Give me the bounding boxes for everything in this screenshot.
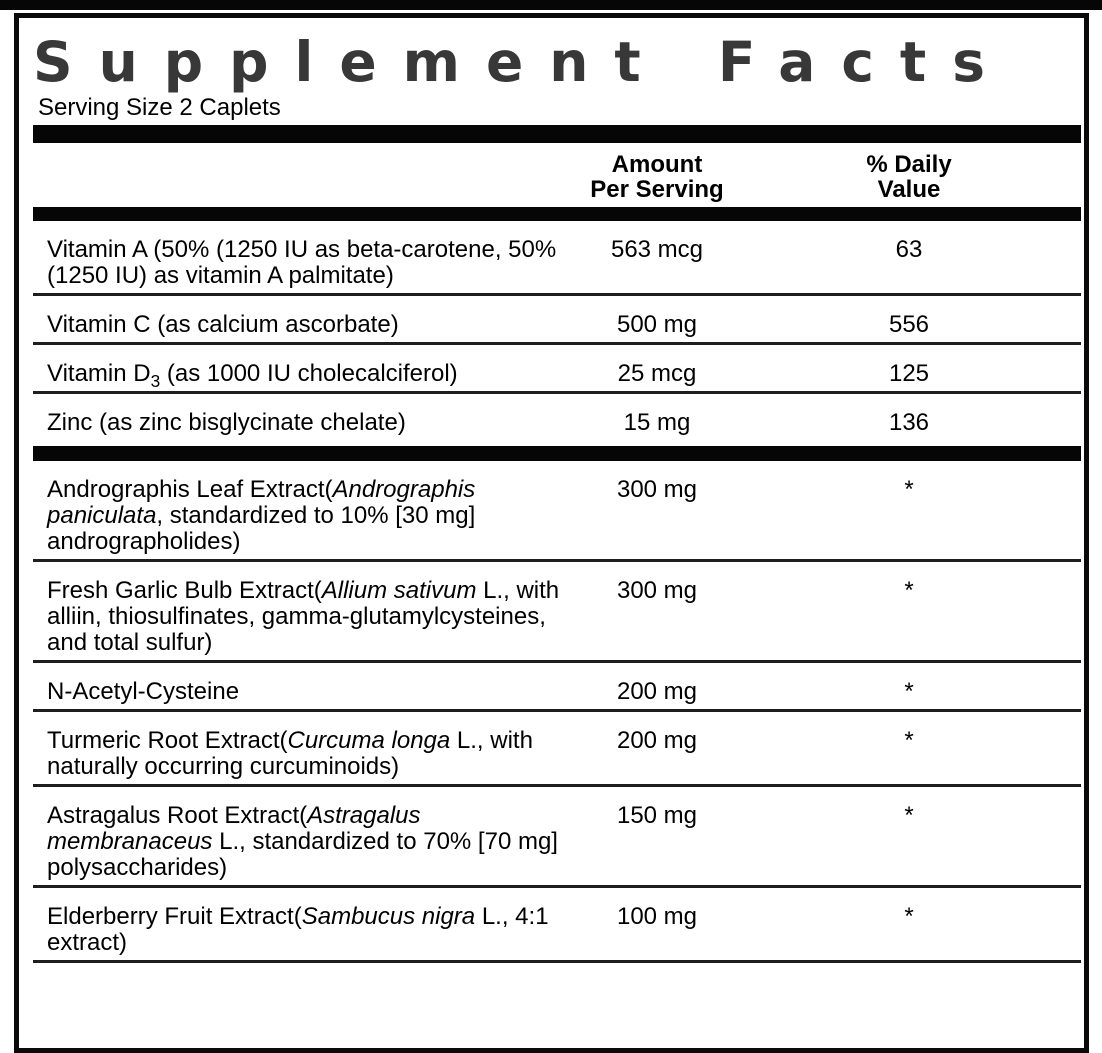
ingredient-amount: 500 mg: [616, 311, 698, 338]
ingredient-daily-value: 556: [888, 311, 930, 338]
ingredient-amount: 200 mg: [616, 678, 698, 705]
serving-size-text: Serving Size 2 Caplets: [38, 94, 281, 121]
table-row: Astragalus Root Extract(Astragalus membr…: [33, 787, 1081, 888]
column-header-row: Amount Per Serving % Daily Value: [33, 143, 1081, 205]
table-row: Vitamin A (50% (1250 IU as beta-carotene…: [33, 221, 1081, 296]
ingredient-daily-value: *: [904, 727, 914, 754]
ingredient-name: Andrographis Leaf Extract(Andrographis p…: [47, 476, 476, 555]
ingredient-amount: 300 mg: [616, 476, 698, 503]
ingredient-amount: 200 mg: [616, 727, 698, 754]
ingredient-amount: 563 mcg: [610, 236, 704, 263]
amount-column-header: Amount Per Serving: [590, 151, 724, 203]
header-bottom-bar: [33, 207, 1081, 221]
table-row: Vitamin C (as calcium ascorbate) 500 mg …: [33, 296, 1081, 345]
ingredient-daily-value: *: [904, 802, 914, 829]
ingredient-daily-value: *: [904, 678, 914, 705]
ingredient-name: Vitamin C (as calcium ascorbate): [47, 311, 399, 338]
ingredient-table: Vitamin A (50% (1250 IU as beta-carotene…: [28, 221, 1081, 963]
ingredient-daily-value: *: [904, 577, 914, 604]
ingredient-amount: 300 mg: [616, 577, 698, 604]
ingredient-name: Vitamin A (50% (1250 IU as beta-carotene…: [47, 236, 557, 289]
table-row: N-Acetyl-Cysteine 200 mg *: [33, 663, 1081, 712]
table-row: Elderberry Fruit Extract(Sambucus nigra …: [33, 888, 1081, 963]
ingredient-amount: 150 mg: [616, 802, 698, 829]
supplement-facts-panel: Supplement Facts Serving Size 2 Caplets …: [14, 13, 1089, 1053]
ingredient-name: Fresh Garlic Bulb Extract(Allium sativum…: [47, 577, 560, 656]
ingredient-daily-value: *: [904, 476, 914, 503]
header-spacer: [47, 152, 577, 202]
ingredient-daily-value: 136: [888, 409, 930, 436]
table-row: Zinc (as zinc bisglycinate chelate) 15 m…: [33, 394, 1081, 446]
ingredient-name: Zinc (as zinc bisglycinate chelate): [47, 409, 406, 436]
ingredient-daily-value: *: [904, 903, 914, 930]
header-top-bar: [33, 125, 1081, 143]
table-row: Turmeric Root Extract(Curcuma longa L., …: [33, 712, 1081, 787]
ingredient-name: Elderberry Fruit Extract(Sambucus nigra …: [47, 903, 549, 956]
ingredient-daily-value: 125: [888, 360, 930, 387]
ingredient-name: N-Acetyl-Cysteine: [47, 678, 240, 705]
table-row: Vitamin D3 (as 1000 IU cholecalciferol) …: [33, 345, 1081, 394]
section-divider-bar: [33, 446, 1081, 461]
daily-value-column-header: % Daily Value: [866, 151, 952, 203]
ingredient-amount: 100 mg: [616, 903, 698, 930]
table-row: Fresh Garlic Bulb Extract(Allium sativum…: [33, 562, 1081, 663]
table-row: Andrographis Leaf Extract(Andrographis p…: [33, 461, 1081, 562]
ingredient-amount: 25 mcg: [617, 360, 697, 387]
panel-title: Supplement Facts: [33, 30, 1011, 94]
top-border-strip: [0, 0, 1102, 10]
ingredient-name: Turmeric Root Extract(Curcuma longa L., …: [47, 727, 533, 780]
ingredient-amount: 15 mg: [623, 409, 691, 436]
ingredient-name: Vitamin D3 (as 1000 IU cholecalciferol): [47, 360, 458, 391]
ingredient-name: Astragalus Root Extract(Astragalus membr…: [47, 802, 558, 881]
ingredient-daily-value: 63: [895, 236, 923, 263]
